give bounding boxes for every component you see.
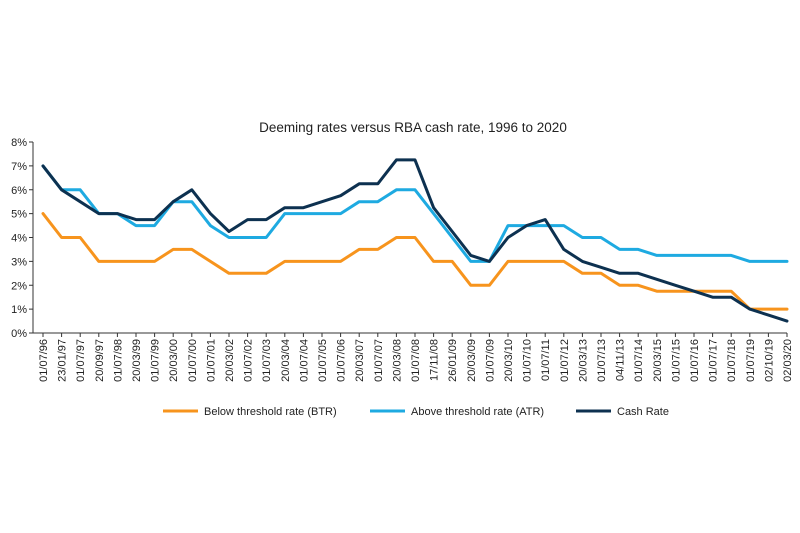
- legend-label-0: Below threshold rate (BTR): [204, 406, 337, 418]
- legend: Below threshold rate (BTR) Above threshol…: [163, 406, 669, 418]
- series-lines: [41, 158, 789, 323]
- x-tick-label: 01/07/00: [187, 339, 199, 382]
- x-tick-label: 04/11/13: [615, 339, 627, 381]
- x-tick-label: 20/09/97: [94, 339, 106, 382]
- y-tick-label: 3%: [11, 256, 27, 268]
- legend-label-1: Above threshold rate (ATR): [411, 406, 544, 418]
- y-tick-label: 8%: [11, 137, 27, 149]
- y-tick-label: 6%: [11, 185, 27, 197]
- x-tick-label: 01/07/17: [708, 339, 720, 382]
- x-tick-label: 20/03/08: [391, 339, 403, 382]
- y-tick-label: 2%: [11, 280, 27, 292]
- x-tick-label: 01/07/05: [317, 339, 329, 382]
- legend-label-2: Cash Rate: [617, 406, 669, 418]
- x-tick-label: 01/07/99: [150, 339, 162, 382]
- x-tick-label: 01/07/10: [522, 339, 534, 382]
- y-tick-label: 4%: [11, 233, 27, 245]
- x-tick-label: 01/07/98: [112, 339, 124, 382]
- x-tick-label: 20/03/99: [131, 339, 143, 382]
- x-tick-label: 23/01/97: [57, 339, 69, 382]
- x-tick-label: 02/10/19: [763, 339, 775, 382]
- plot-area: 0%1%2%3%4%5%6%7%8% 01/07/96 23/01/97 01/07…: [11, 137, 794, 382]
- x-tick-label: 01/07/04: [298, 339, 310, 382]
- x-tick-label: 20/03/10: [503, 339, 515, 382]
- x-tick-label: 01/07/01: [205, 339, 217, 382]
- chart-title: Deeming rates versus RBA cash rate, 1996…: [259, 120, 567, 135]
- y-tick-label: 1%: [11, 304, 27, 316]
- x-tick-label: 01/07/16: [689, 339, 701, 382]
- x-tick-label: 01/07/09: [484, 339, 496, 382]
- y-tick-label: 5%: [11, 209, 27, 221]
- x-tick-label: 26/01/09: [447, 339, 459, 382]
- x-tick-label: 01/07/19: [745, 339, 757, 382]
- x-tick-label: 01/07/96: [38, 339, 50, 382]
- x-tick-label: 01/07/06: [336, 339, 348, 382]
- x-tick-label: 01/07/18: [726, 339, 738, 382]
- x-axis-ticks: 01/07/96 23/01/97 01/07/97 20/09/97 01/07/98…: [38, 333, 794, 382]
- x-tick-label: 20/03/09: [466, 339, 478, 382]
- x-tick-label: 01/07/07: [373, 339, 385, 382]
- x-tick-label: 01/07/11: [540, 339, 552, 381]
- x-tick-label: 01/07/02: [243, 339, 255, 382]
- y-tick-label: 0%: [11, 328, 27, 340]
- x-tick-label: 20/03/07: [354, 339, 366, 382]
- series-line-0: [41, 212, 789, 311]
- x-tick-label: 01/07/13: [596, 339, 608, 382]
- x-tick-label: 20/03/04: [280, 339, 292, 382]
- x-tick-label: 01/07/14: [633, 339, 645, 382]
- x-tick-label: 20/03/15: [652, 339, 664, 382]
- x-tick-label: 01/07/12: [559, 339, 571, 382]
- x-tick-label: 01/07/97: [75, 339, 87, 382]
- x-tick-label: 01/07/08: [410, 339, 422, 382]
- series-line-2: [41, 158, 789, 323]
- y-tick-label: 7%: [11, 161, 27, 173]
- y-axis-ticks: 0% 1% 2% 3% 4% 5% 6% 7% 8%: [11, 137, 33, 340]
- x-tick-label: 20/03/00: [168, 339, 180, 382]
- series-line-1: [41, 164, 789, 263]
- x-tick-label: 20/03/13: [577, 339, 589, 382]
- x-tick-label: 20/03/02: [224, 339, 236, 382]
- x-tick-label: 01/07/03: [261, 339, 273, 382]
- x-tick-label: 01/07/15: [670, 339, 682, 382]
- x-tick-label: 17/11/08: [429, 339, 441, 381]
- x-tick-label: 02/03/20: [782, 339, 794, 382]
